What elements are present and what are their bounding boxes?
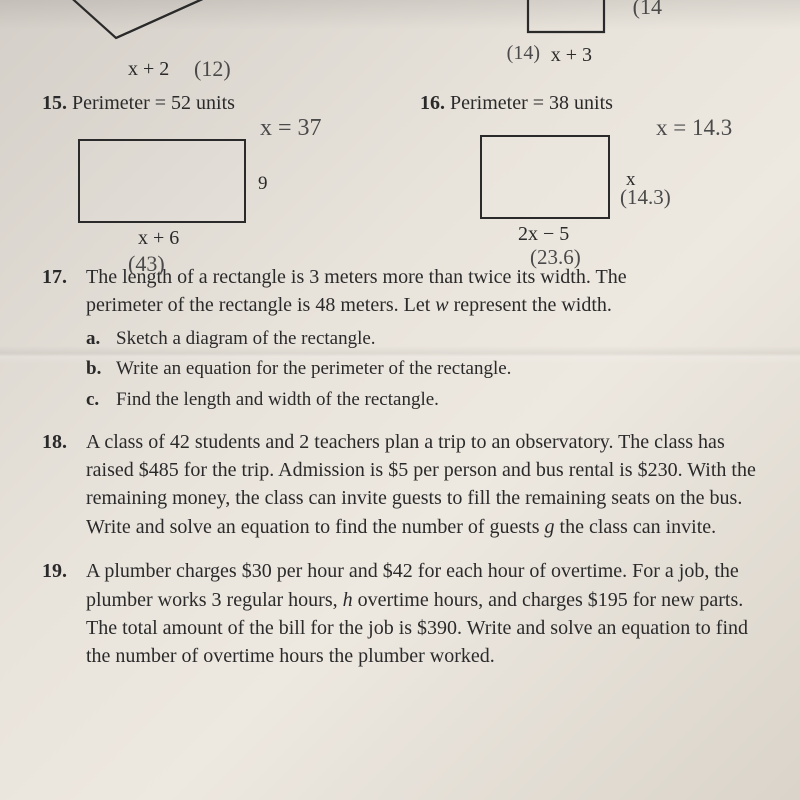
square-hw-right: (14 xyxy=(633,0,662,20)
p15-title: Perimeter = 52 units xyxy=(72,92,235,114)
triangle-bottom-label: x + 2 xyxy=(128,58,169,81)
p15-bottom-label: x + 6 xyxy=(138,227,179,250)
triangle-fragment xyxy=(50,0,240,54)
problem-17: 17. The length of a rectangle is 3 meter… xyxy=(42,263,758,414)
square-fragment xyxy=(524,0,608,48)
p16-hw-equation: x = 14.3 xyxy=(656,115,732,141)
p16-number: 16. xyxy=(420,92,445,114)
p16-rectangle xyxy=(480,135,610,219)
p17-c: c.Find the length and width of the recta… xyxy=(86,387,758,414)
square-bottom-label: x + 3 xyxy=(551,44,592,67)
problem-15: 15. Perimeter = 52 units 9 x + 6 x = 37 … xyxy=(42,92,380,253)
p15-rectangle xyxy=(78,139,246,223)
problem-18: 18. A class of 42 students and 2 teacher… xyxy=(42,428,758,542)
p17-body: The length of a rectangle is 3 meters mo… xyxy=(86,263,758,320)
p15-right-label: 9 xyxy=(258,173,268,195)
problems-15-16-row: 15. Perimeter = 52 units 9 x + 6 x = 37 … xyxy=(42,92,758,253)
p18-body: A class of 42 students and 2 teachers pl… xyxy=(86,428,758,542)
p16-title: Perimeter = 38 units xyxy=(450,92,613,114)
square-hw-left: (14) xyxy=(507,42,540,65)
top-fragments: x + 2 (12) (14) x + 3 (14 xyxy=(42,0,758,90)
p16-hw-answer: (23.6) xyxy=(530,245,581,270)
p15-hw-equation: x = 37 xyxy=(260,115,322,142)
triangle-hw-value: (12) xyxy=(194,56,231,82)
p19-body: A plumber charges $30 per hour and $42 f… xyxy=(86,557,758,671)
p15-hw-answer: (43) xyxy=(128,251,165,277)
p17-number: 17. xyxy=(42,263,76,291)
worksheet-page: x + 2 (12) (14) x + 3 (14 15. Perimeter … xyxy=(0,0,800,800)
problem-16: 16. Perimeter = 38 units x 2x − 5 x = 14… xyxy=(420,92,758,253)
p17-b: b.Write an equation for the perimeter of… xyxy=(86,356,758,383)
p15-number: 15. xyxy=(42,92,67,114)
p19-number: 19. xyxy=(42,557,76,585)
problem-19: 19. A plumber charges $30 per hour and $… xyxy=(42,557,758,671)
p16-hw-x: (14.3) xyxy=(620,185,671,210)
p17-a: a.Sketch a diagram of the rectangle. xyxy=(86,326,758,353)
p16-bottom-label: 2x − 5 xyxy=(518,223,569,246)
p18-number: 18. xyxy=(42,428,76,456)
